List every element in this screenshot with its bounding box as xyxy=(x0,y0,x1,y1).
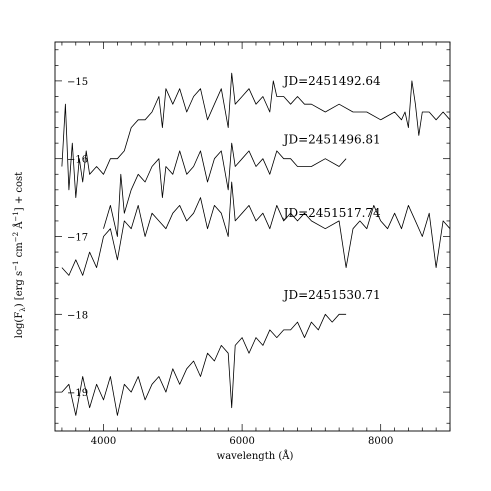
series-labels: JD=2451492.64 JD=2451496.81 JD=2451517.74 J… xyxy=(282,74,381,302)
series-label-3: JD=2451517.74 xyxy=(282,206,381,220)
series-label-2: JD=2451496.81 xyxy=(282,132,381,146)
spectrum-line-2 xyxy=(103,142,347,237)
series-label-4: JD=2451530.71 xyxy=(282,288,381,302)
spectrum-line-1 xyxy=(61,72,451,199)
series-label-1: JD=2451492.64 xyxy=(282,74,381,88)
plot-border xyxy=(54,41,451,432)
y-tick-label: −18 xyxy=(67,310,88,321)
x-axis-label: wavelength (Å) xyxy=(217,450,294,462)
x-tick-label: 8000 xyxy=(368,436,393,447)
y-tick-label: −17 xyxy=(67,233,88,244)
spectra-series xyxy=(61,72,451,416)
y-axis-label: log(Fλ) [erg s−1 cm−2 Å−1] + cost xyxy=(12,172,27,338)
x-tick-label: 4000 xyxy=(91,436,116,447)
y-tick-label: −19 xyxy=(67,388,88,399)
spectrum-line-4 xyxy=(61,313,347,416)
y-tick-label: −15 xyxy=(67,77,88,88)
plot-frame xyxy=(54,41,451,432)
axis-ticks: 4000 6000 8000 −19 −18 −17 −16 −15 xyxy=(55,42,451,447)
x-tick-label: 6000 xyxy=(229,436,254,447)
spectrum-line-3 xyxy=(61,181,451,276)
y-tick-label: −16 xyxy=(67,155,88,166)
